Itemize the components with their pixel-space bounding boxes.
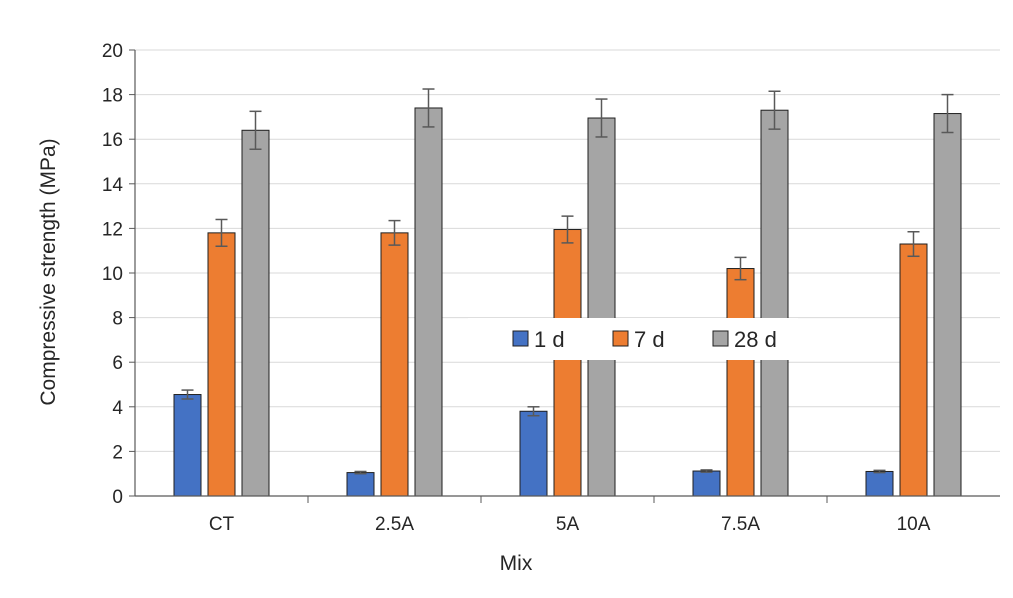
x-tick-label: 7.5A [721, 514, 760, 535]
bar [414, 107, 443, 497]
x-tick-label: CT [209, 514, 235, 535]
x-tick-label: 5A [556, 514, 580, 535]
y-tick-label: 14 [102, 175, 124, 196]
bar [865, 470, 894, 497]
bars [173, 88, 962, 497]
legend-swatch [612, 330, 629, 347]
y-tick-label: 10 [102, 264, 123, 285]
legend-label: 7 d [634, 327, 665, 352]
y-tick-label: 0 [112, 487, 123, 508]
y-tick-label: 8 [112, 309, 123, 330]
bar [726, 268, 755, 497]
legend-swatch [712, 330, 729, 347]
x-tick-label: 2.5A [375, 514, 414, 535]
legend-swatch [512, 330, 529, 347]
bar [553, 229, 582, 497]
y-tick-label: 16 [102, 130, 123, 151]
bar [899, 243, 928, 497]
y-tick-label: 4 [112, 398, 123, 419]
bar [346, 472, 375, 497]
bar [760, 109, 789, 497]
y-tick-label: 20 [102, 41, 123, 62]
bar [692, 470, 721, 497]
bar [933, 113, 962, 497]
y-tick-label: 12 [102, 219, 123, 240]
y-tick-label: 2 [112, 442, 123, 463]
bar [207, 232, 236, 497]
legend: 1 d 7 d 28 d [468, 318, 798, 360]
bar [587, 117, 616, 497]
bar [380, 232, 409, 497]
axes: 0 2 4 6 8 10 12 14 16 18 20 CT 2.5A 5A 7.5A 10A [102, 41, 1000, 535]
legend-label: 1 d [534, 327, 565, 352]
bar [519, 410, 548, 497]
x-axis-title: Mix [500, 552, 533, 575]
bar [241, 129, 270, 497]
x-tick-label: 10A [897, 514, 931, 535]
y-tick-label: 6 [112, 353, 123, 374]
y-tick-label: 18 [102, 86, 123, 107]
bar [173, 394, 202, 497]
legend-label: 28 d [734, 327, 777, 352]
y-axis-title: Compressive strength (MPa) [37, 138, 60, 405]
